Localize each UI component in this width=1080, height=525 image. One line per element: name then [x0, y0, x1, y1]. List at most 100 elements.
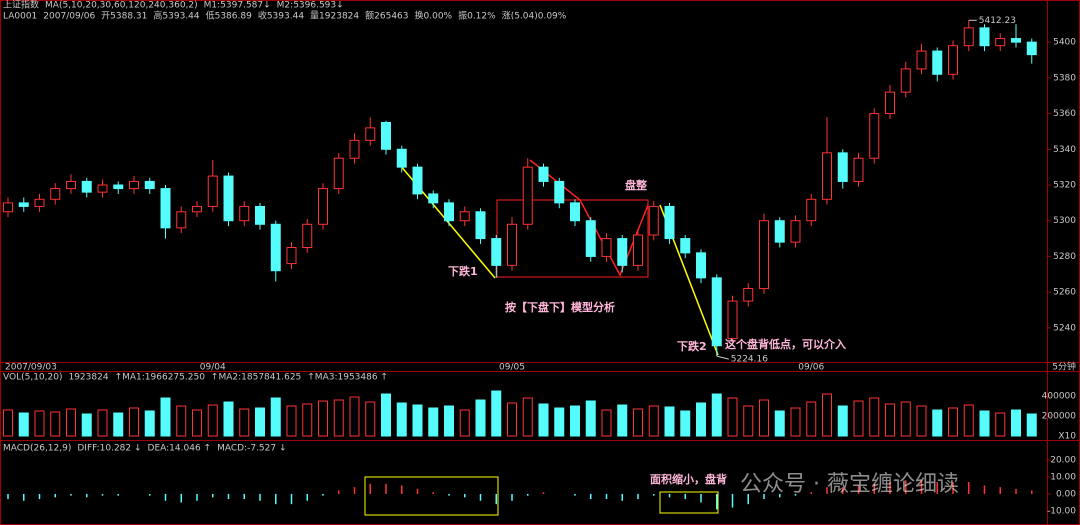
- header-item: DEA:14.046 ↑: [148, 444, 212, 454]
- candle-body: [680, 238, 691, 254]
- candle-body: [633, 234, 643, 266]
- candle-body: [869, 113, 880, 159]
- candle-body: [349, 139, 360, 159]
- candle-body: [601, 238, 612, 257]
- volume-bar: [34, 410, 45, 437]
- candle-body: [664, 205, 675, 240]
- volume-bar: [333, 399, 344, 437]
- volume-bar: [81, 413, 92, 437]
- candle-body: [696, 252, 706, 279]
- candle-body: [948, 45, 958, 75]
- y-tick-label: 5360: [1053, 109, 1076, 119]
- volume-bar: [444, 405, 454, 437]
- volume-bar: [349, 396, 360, 437]
- volume-bar: [207, 404, 218, 437]
- candle-body: [270, 223, 281, 272]
- volume-bar: [680, 410, 691, 437]
- candle-body: [475, 211, 486, 240]
- candle-body: [554, 180, 565, 204]
- volume-bar: [885, 403, 895, 437]
- volume-bar: [239, 408, 250, 437]
- y-tick-label: 20.00: [1050, 455, 1076, 465]
- header-item: ↑MA2:1857841.625: [211, 373, 301, 383]
- volume-bar: [853, 400, 864, 437]
- header-item: 上证指数: [3, 0, 39, 11]
- volume-bar: [302, 403, 313, 437]
- annotation: 这个盘背低点，可以介入: [725, 337, 846, 351]
- volume-bar: [459, 409, 470, 437]
- candle-body: [428, 193, 439, 204]
- candle-body: [617, 238, 628, 266]
- volume-bar: [664, 406, 675, 437]
- volume-bar: [538, 403, 549, 437]
- header-item: 振0.12%: [458, 10, 496, 22]
- candle-body: [144, 180, 155, 190]
- candle-body: [995, 38, 1006, 47]
- header-item: 涨(5.04)0.09%: [502, 11, 567, 22]
- volume-bar: [601, 409, 612, 437]
- volume-bar: [318, 400, 328, 437]
- volume-bar: [507, 402, 517, 437]
- candle-body: [412, 166, 423, 195]
- candle-body: [963, 27, 974, 47]
- y-tick-label: 5240: [1053, 323, 1076, 333]
- y-tick-label: 5260: [1053, 288, 1076, 298]
- header-item: 开5388.31: [101, 11, 147, 22]
- y-tick-label: 5340: [1053, 145, 1076, 155]
- candle-body: [176, 211, 187, 229]
- candle-body: [81, 180, 92, 193]
- candle-body: [932, 50, 943, 75]
- min-label: 5224.16: [731, 355, 768, 365]
- volume-bar: [806, 401, 817, 437]
- volume-bar: [727, 397, 738, 437]
- max-label: 5412.23: [979, 16, 1016, 26]
- annotation: 盘整: [625, 178, 647, 192]
- x-tick-label: 09/06: [798, 363, 824, 373]
- y-tick-label: 5280: [1053, 252, 1076, 262]
- y-tick-label: 5400: [1053, 38, 1076, 48]
- volume-bar: [270, 397, 281, 437]
- candle-body: [538, 166, 549, 182]
- volume-bar: [50, 411, 61, 437]
- volume-bar: [932, 409, 943, 437]
- candle-body: [585, 220, 596, 257]
- y-unit: X10: [1058, 432, 1076, 442]
- y-tick-label: -10.00: [1047, 506, 1076, 516]
- candle-body: [444, 202, 454, 222]
- volume-bar: [176, 405, 187, 437]
- candle-body: [18, 202, 29, 207]
- annotation: 下跌1: [448, 264, 478, 278]
- candle-body: [223, 175, 234, 222]
- volume-bar: [160, 397, 171, 437]
- y-tick-label: 5300: [1053, 216, 1076, 226]
- candle-body: [50, 188, 61, 200]
- volume-bar: [822, 393, 832, 437]
- header-item: 额265463: [365, 10, 408, 22]
- volume-bar: [979, 410, 990, 437]
- volume-bar: [365, 401, 376, 437]
- candle-body: [522, 166, 533, 225]
- watermark: 公众号 · 薇宝缠论细读: [740, 472, 959, 497]
- header-item: ↑MA3:1953486 ↑: [307, 373, 388, 383]
- header-item: MACD:-7.527 ↓: [217, 444, 286, 454]
- candle-body: [113, 184, 124, 190]
- candle-body: [570, 202, 580, 222]
- volume-bar: [475, 399, 486, 437]
- candle-body: [396, 148, 407, 168]
- volume-bar: [554, 407, 565, 437]
- header-item: 低5386.89: [206, 10, 252, 22]
- volume-bar: [1026, 413, 1037, 437]
- x-tick-label: 09/04: [200, 363, 226, 373]
- volume-bar: [223, 401, 234, 437]
- candle-body: [255, 205, 265, 225]
- candle-body: [979, 27, 990, 47]
- volume-bar: [66, 408, 76, 437]
- volume-bar: [1011, 409, 1021, 437]
- volume-bar: [412, 404, 423, 437]
- volume-bar: [900, 401, 911, 437]
- volume-bar: [617, 404, 628, 437]
- header-item: 1923824: [68, 373, 108, 383]
- y-tick-label: 5380: [1053, 73, 1076, 83]
- volume-bar: [759, 399, 769, 437]
